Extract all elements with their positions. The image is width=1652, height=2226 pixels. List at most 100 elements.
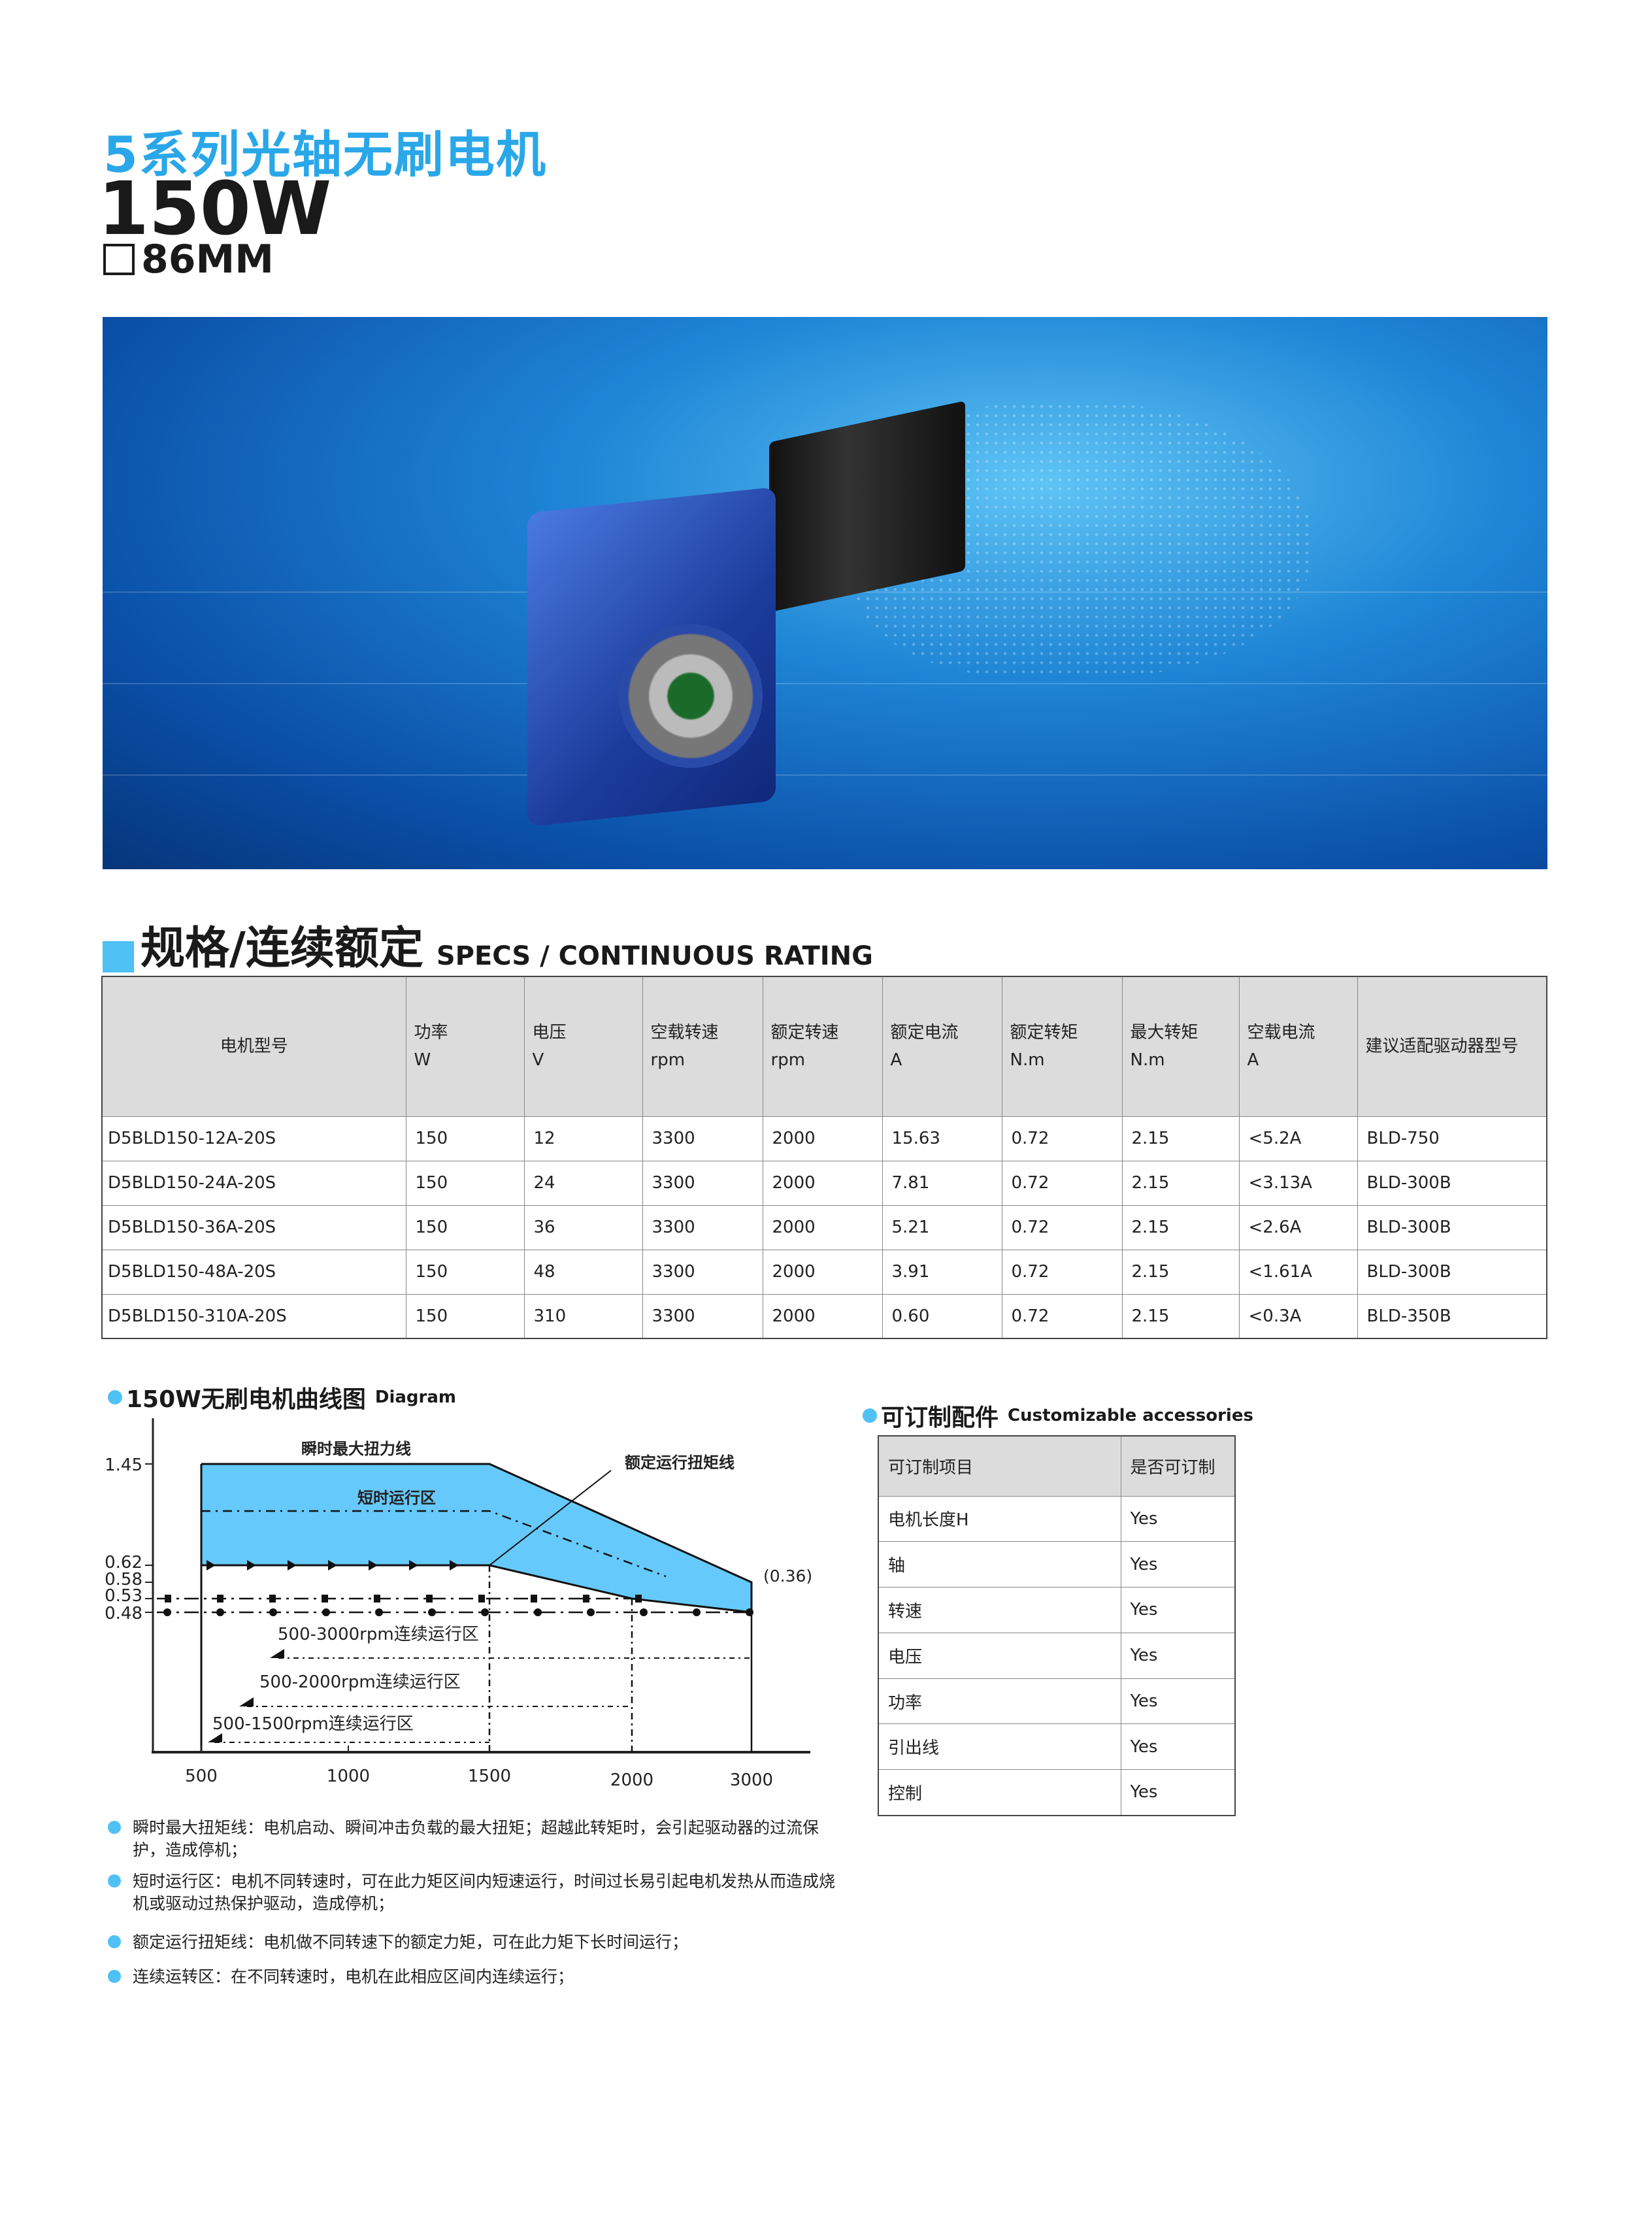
note-item: 短时运行区：电机不同转速时，可在此力矩区间内短速运行，时间过长易引起电机发热从而… (108, 1870, 840, 1915)
table-row: D5BLD150-310A-20S 150 310 3300 2000 0.60 0.72 2… (101, 1293, 1547, 1338)
col-header-label: 电机型号 (220, 1037, 288, 1057)
bullet-dot (108, 1821, 121, 1834)
region-label: 500-1500rpm连续运行区 (212, 1714, 414, 1734)
table-cell: 2000 (762, 1160, 882, 1205)
table-cell: 0.72 (1001, 1116, 1122, 1161)
note-text: 额定运行扭矩线：电机做不同转速下的额定力矩，可在此力矩下长时间运行； (133, 1933, 689, 1952)
arrow-marker (409, 1560, 418, 1570)
dot-marker (216, 1608, 224, 1616)
col-header: 电机型号 (101, 976, 406, 1116)
col-header: 空载电流 A (1238, 976, 1357, 1116)
dot-marker (375, 1608, 383, 1616)
col-header-label: 空载转速 (650, 1023, 719, 1043)
table-cell: BLD-300B (1357, 1160, 1547, 1205)
table-cell: 150 (405, 1116, 524, 1161)
table-row: 功率 Yes (878, 1678, 1235, 1724)
bullet-dot (108, 1970, 121, 1983)
max-torque-label: 瞬时最大扭力线 (301, 1440, 411, 1458)
table-cell: D5BLD150-12A-20S (101, 1116, 406, 1161)
col-header: 功率 W (405, 976, 524, 1116)
frame-size-text: 86MM (141, 237, 274, 282)
table-cell: Yes (1120, 1769, 1235, 1816)
col-header: 电压 V (523, 976, 642, 1116)
note-item: 瞬时最大扭矩线：电机启动、瞬间冲击负载的最大扭矩；超越此转矩时，会引起驱动器的过… (108, 1817, 840, 1861)
square-marker (217, 1595, 223, 1603)
y-tick-label: 0.53 (105, 1586, 142, 1606)
square-marker (635, 1595, 642, 1603)
table-cell: Yes (1120, 1678, 1235, 1724)
arrow-marker (208, 1733, 222, 1742)
col-header-unit: N.m (1010, 1050, 1045, 1071)
bullet-dot (108, 1935, 121, 1948)
bullet-dot (108, 1874, 121, 1887)
table-cell: 2.15 (1121, 1249, 1239, 1294)
col-header: 空载转速 rpm (642, 976, 763, 1116)
specs-title-cn: 规格/连续额定 (140, 923, 423, 974)
table-cell: 控制 (878, 1769, 1121, 1816)
arrow-marker (369, 1560, 378, 1570)
square-marker (269, 1595, 276, 1603)
table-row: 电机长度H Yes (878, 1495, 1235, 1542)
table-cell: D5BLD150-310A-20S (101, 1293, 406, 1338)
table-cell: 310 (523, 1293, 642, 1338)
table-cell: 2.15 (1121, 1204, 1239, 1250)
col-header: 额定转矩 N.m (1001, 976, 1122, 1116)
col-header-unit: W (414, 1050, 431, 1071)
col-header: 额定转速 rpm (762, 976, 882, 1116)
dot-marker (534, 1608, 542, 1616)
y-tick-label: 0.62 (105, 1553, 142, 1572)
arrow-marker (206, 1560, 216, 1570)
y-tick-label: 0.48 (105, 1604, 142, 1623)
table-cell: <1.61A (1238, 1249, 1357, 1294)
table-cell: BLD-300B (1357, 1204, 1547, 1250)
arrow-marker (450, 1560, 459, 1570)
arrow-marker (328, 1560, 337, 1570)
col-header: 是否可订制 (1120, 1436, 1235, 1496)
table-cell: 2000 (762, 1116, 882, 1161)
square-marker (531, 1595, 537, 1603)
table-cell: D5BLD150-24A-20S (101, 1160, 406, 1205)
table-cell: 引出线 (878, 1723, 1121, 1770)
table-cell: 2000 (762, 1204, 882, 1250)
note-text: 连续运转区：在不同转速时，电机在此相应区间内连续运行； (133, 1967, 574, 1986)
note-item: 连续运转区：在不同转速时，电机在此相应区间内连续运行； (108, 1966, 840, 1988)
dot-marker (322, 1608, 330, 1616)
table-cell: 转速 (878, 1587, 1121, 1633)
col-header-label: 额定转速 (770, 1023, 839, 1043)
arrow-marker (247, 1560, 256, 1570)
region-label: 500-3000rpm连续运行区 (278, 1625, 479, 1644)
col-header-unit: N.m (1130, 1050, 1165, 1071)
table-cell: 150 (405, 1204, 524, 1250)
col-header: 最大转矩 N.m (1121, 976, 1239, 1116)
power-rating: 150W (98, 167, 332, 252)
col-header-unit: rpm (650, 1050, 686, 1071)
note-text: 瞬时最大扭矩线：电机启动、瞬间冲击负载的最大扭矩；超越此转矩时，会引起驱动器的过… (133, 1818, 819, 1859)
table-cell: 0.72 (1001, 1293, 1122, 1338)
square-marker (478, 1595, 485, 1603)
table-cell: 2.15 (1121, 1293, 1239, 1338)
short-time-region (201, 1464, 752, 1612)
dot-marker (587, 1608, 595, 1616)
dot-marker (269, 1608, 277, 1616)
col-header-unit: V (532, 1050, 544, 1071)
col-header-label: 最大转矩 (1130, 1023, 1198, 1043)
dot-marker (693, 1608, 701, 1616)
col-header-label: 额定转矩 (1010, 1023, 1078, 1043)
product-banner (103, 317, 1547, 869)
table-cell: 7.81 (882, 1160, 1002, 1205)
accessories-title-en: Customizable accessories (1008, 1406, 1253, 1425)
table-cell: 48 (523, 1249, 642, 1294)
series-title: 5系列光轴无刷电机 (103, 125, 547, 184)
table-row: D5BLD150-48A-20S 150 48 3300 2000 3.91 0.72 2.1… (101, 1249, 1547, 1294)
square-icon (103, 244, 135, 275)
table-cell: Yes (1120, 1723, 1235, 1770)
specs-table: 电机型号 功率 W 电压 V 空载转速 rpm 额定转速 rpm 额定电流 A 额定转矩 N.m 最大转矩… (101, 976, 1547, 1339)
table-cell: 3300 (642, 1293, 763, 1338)
table-cell: 2.15 (1121, 1116, 1239, 1161)
table-cell: Yes (1120, 1541, 1235, 1587)
table-cell: 0.72 (1001, 1160, 1122, 1205)
table-cell: <2.6A (1238, 1204, 1357, 1250)
y-tick-label: 0.58 (105, 1570, 142, 1589)
arrow-marker (288, 1560, 297, 1570)
arrow-marker (239, 1697, 254, 1706)
